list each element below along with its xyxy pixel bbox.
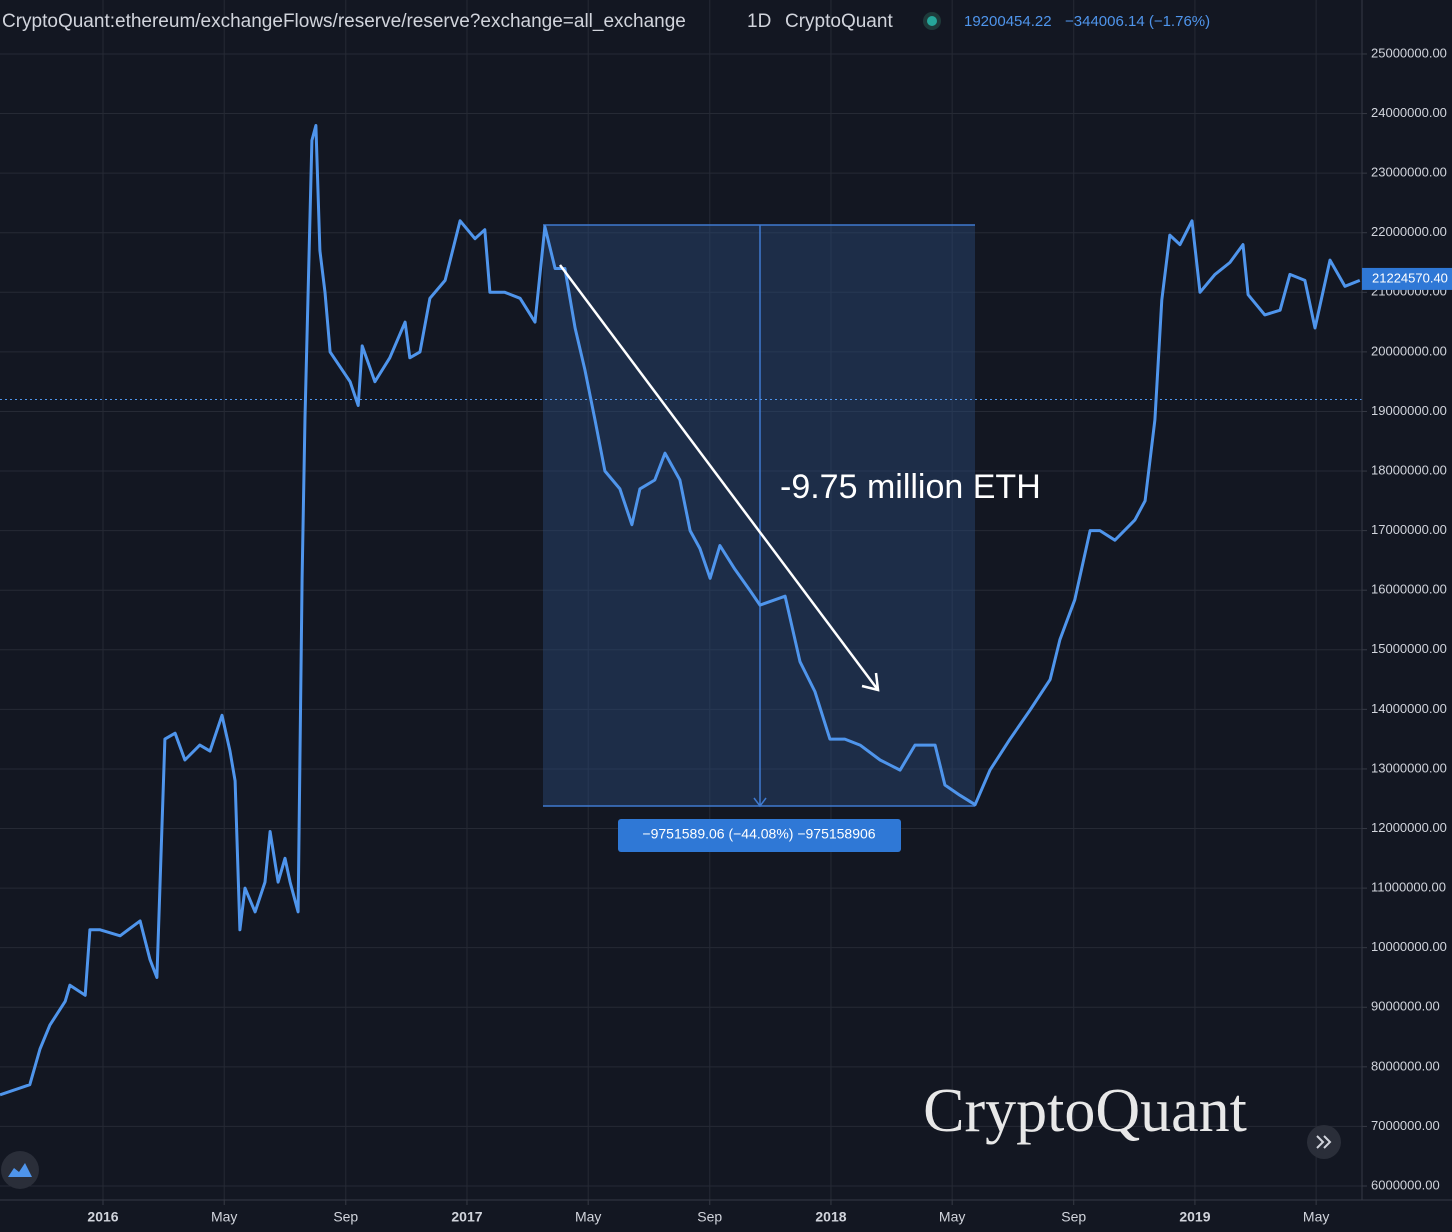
status-dot xyxy=(927,16,937,26)
y-tick-label: 18000000.00 xyxy=(1371,462,1447,477)
y-tick-label: 9000000.00 xyxy=(1371,999,1440,1014)
x-tick-label: May xyxy=(211,1209,237,1225)
logo-button[interactable] xyxy=(1,1151,39,1189)
x-tick-label: 2018 xyxy=(815,1209,846,1225)
x-tick-label: May xyxy=(1303,1209,1329,1225)
interval: 1D xyxy=(747,11,771,32)
y-axis-panel xyxy=(1362,0,1452,1232)
x-tick-label: May xyxy=(575,1209,601,1225)
x-tick-label: Sep xyxy=(1061,1209,1086,1225)
plot xyxy=(0,124,1362,1097)
measure-box xyxy=(543,225,975,806)
change: −344006.14 (−1.76%) xyxy=(1065,13,1210,30)
x-tick-label: 2019 xyxy=(1179,1209,1210,1225)
price-label-box xyxy=(1362,267,1452,290)
annotation: -9.75 million ETH xyxy=(780,468,1041,506)
y-tick-label: 14000000.00 xyxy=(1371,701,1447,716)
x-tick-label: Sep xyxy=(333,1209,358,1225)
y-tick-label: 13000000.00 xyxy=(1371,760,1447,775)
logo-icon xyxy=(8,1163,32,1177)
y-tick-label: 8000000.00 xyxy=(1371,1058,1440,1073)
y-tick-label: 15000000.00 xyxy=(1371,641,1447,656)
y-tick-label: 7000000.00 xyxy=(1371,1118,1440,1133)
y-tick-label: 22000000.00 xyxy=(1371,224,1447,239)
source: CryptoQuant xyxy=(785,11,893,32)
measure-label: −9751589.06 (−44.08%) −975158906 xyxy=(642,826,875,842)
measure-label-box xyxy=(618,819,901,852)
y-tick-label: 16000000.00 xyxy=(1371,582,1447,597)
x-tick-label: 2017 xyxy=(451,1209,482,1225)
scroll-icon xyxy=(1316,1135,1332,1149)
price-label: 21224570.40 xyxy=(1372,270,1448,285)
trend-arrowhead xyxy=(861,672,880,692)
y-tick-label: 12000000.00 xyxy=(1371,820,1447,835)
x-tick-label: Sep xyxy=(697,1209,722,1225)
measure-arrowhead xyxy=(753,797,767,808)
last-value: 19200454.22 xyxy=(964,13,1052,30)
y-tick-label: 10000000.00 xyxy=(1371,939,1447,954)
y-tick-label: 19000000.00 xyxy=(1371,403,1447,418)
y-tick-label: 24000000.00 xyxy=(1371,105,1447,120)
watermark: CryptoQuant xyxy=(923,1077,1247,1145)
y-tick-label: 6000000.00 xyxy=(1371,1177,1440,1192)
chart-title: CryptoQuant:ethereum/exchangeFlows/reser… xyxy=(2,11,686,32)
grid xyxy=(0,0,1362,1200)
y-tick-label: 20000000.00 xyxy=(1371,343,1447,358)
y-tick-label: 23000000.00 xyxy=(1371,165,1447,180)
y-tick-label: 17000000.00 xyxy=(1371,522,1447,537)
x-tick-label: 2016 xyxy=(87,1209,118,1225)
y-tick-label: 11000000.00 xyxy=(1371,880,1446,895)
series-line xyxy=(0,124,1361,1097)
x-tick-label: May xyxy=(939,1209,965,1225)
y-tick-label: 25000000.00 xyxy=(1371,45,1447,60)
trend-arrow xyxy=(558,264,880,691)
axes: 6000000.00 7000000.00 8000000.00 9000000.00… xyxy=(87,45,1452,1225)
